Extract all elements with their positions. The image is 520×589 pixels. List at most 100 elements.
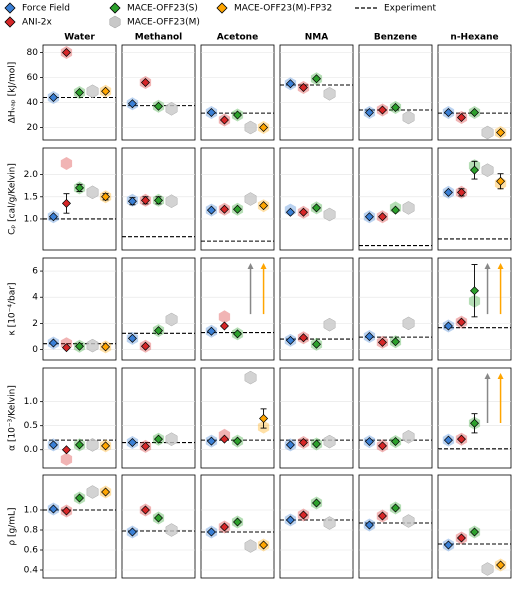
hexagon-marker xyxy=(165,432,178,446)
y-tick-label: 0.5 xyxy=(24,421,38,431)
panel xyxy=(437,367,512,469)
panel-frame xyxy=(200,44,275,141)
panel xyxy=(358,367,433,469)
y-tick-label: 6 xyxy=(32,267,38,277)
y-tick-label: 0 xyxy=(32,345,38,355)
panel xyxy=(437,474,512,579)
hexagon-marker xyxy=(402,430,415,444)
column-header: Water xyxy=(64,33,95,43)
hexagon-marker xyxy=(323,317,336,332)
panel xyxy=(200,474,275,579)
panel xyxy=(279,257,354,361)
panel-frame xyxy=(437,44,512,141)
hexagon-marker xyxy=(323,207,336,222)
diamond-marker xyxy=(312,339,321,349)
hexagon-marker xyxy=(86,485,99,499)
diamond-marker xyxy=(154,513,163,523)
offscale-arrow-head xyxy=(497,373,504,379)
diamond-marker xyxy=(456,533,466,543)
y-axis-label: α [10⁻³/Kelvin] xyxy=(8,385,18,451)
hexagon-marker xyxy=(244,120,257,135)
diamond-marker xyxy=(154,434,163,444)
legend-label: Experiment xyxy=(384,4,436,14)
diamond-marker xyxy=(298,438,308,448)
y-tick-label: 0.4 xyxy=(24,566,39,576)
panel xyxy=(40,257,117,361)
diamond-marker xyxy=(48,440,58,450)
diamond-marker xyxy=(140,195,150,205)
diamond-marker xyxy=(470,165,479,175)
diamond-marker xyxy=(75,88,84,97)
hexagon-marker xyxy=(165,312,178,327)
panel-frame xyxy=(437,474,512,579)
legend-marker xyxy=(109,15,121,29)
panel xyxy=(121,147,196,251)
diamond-marker xyxy=(298,83,308,92)
diamond-marker xyxy=(470,527,479,537)
hexagon-marker xyxy=(86,438,99,452)
y-tick-label: 1.0 xyxy=(24,214,39,224)
diamond-marker xyxy=(48,338,58,348)
offscale-arrow-head xyxy=(247,263,254,269)
diamond-marker xyxy=(140,441,150,451)
diamond-marker xyxy=(259,540,269,550)
panel xyxy=(279,367,354,469)
diamond-marker xyxy=(377,105,387,115)
diamond-marker xyxy=(127,196,137,206)
diamond-marker xyxy=(364,331,374,341)
diamond-marker xyxy=(127,99,137,109)
diamond-marker xyxy=(154,195,163,205)
diamond-marker xyxy=(285,207,295,217)
diamond-marker xyxy=(312,498,321,508)
hexagon-marker xyxy=(481,562,494,576)
diamond-marker xyxy=(101,86,111,96)
diamond-marker xyxy=(496,128,506,137)
offscale-arrow-head xyxy=(484,373,491,379)
diamond-marker xyxy=(470,108,479,117)
diamond-marker xyxy=(127,333,137,343)
diamond-marker xyxy=(391,337,400,347)
hexagon-marker xyxy=(481,125,494,140)
panel-frame xyxy=(358,147,433,251)
hexagon-marker xyxy=(60,452,73,466)
diamond-marker xyxy=(470,286,479,296)
panel xyxy=(437,147,512,251)
diamond-marker xyxy=(377,212,387,222)
diamond-marker xyxy=(101,487,111,497)
diamond-marker xyxy=(285,79,295,89)
diamond-marker xyxy=(259,201,269,211)
panel xyxy=(279,147,354,251)
panel xyxy=(279,474,354,579)
y-tick-label: 1.5 xyxy=(24,192,38,202)
panel-frame xyxy=(121,44,196,141)
diamond-marker xyxy=(377,511,387,521)
panel-frame xyxy=(121,474,196,579)
diamond-marker xyxy=(233,436,242,446)
y-tick-label: 40 xyxy=(27,98,39,108)
diamond-marker xyxy=(75,183,84,193)
diamond-marker xyxy=(127,438,137,448)
diamond-marker xyxy=(443,108,453,117)
diamond-marker xyxy=(298,207,308,217)
diamond-marker xyxy=(219,204,229,214)
y-axis-label: Cₚ [cal/g/Kelvin] xyxy=(8,163,18,235)
hexagon-marker xyxy=(402,110,415,125)
panel xyxy=(40,367,117,469)
panel-frame xyxy=(121,367,196,469)
diamond-marker xyxy=(219,434,229,444)
diamond-marker xyxy=(233,329,242,339)
offscale-arrow-head xyxy=(497,263,504,269)
hexagon-marker xyxy=(60,157,73,170)
diamond-marker xyxy=(61,506,71,516)
diamond-marker xyxy=(75,493,84,503)
panel xyxy=(121,367,196,469)
panel xyxy=(437,44,512,141)
panel-frame xyxy=(121,257,196,361)
panel xyxy=(358,474,433,579)
panel xyxy=(358,147,433,251)
diamond-marker xyxy=(443,435,453,445)
hexagon-marker xyxy=(402,316,415,331)
diamond-marker xyxy=(259,123,269,132)
panel-frame xyxy=(358,44,433,141)
legend-label: MACE-OFF23(M)-FP32 xyxy=(234,4,332,14)
